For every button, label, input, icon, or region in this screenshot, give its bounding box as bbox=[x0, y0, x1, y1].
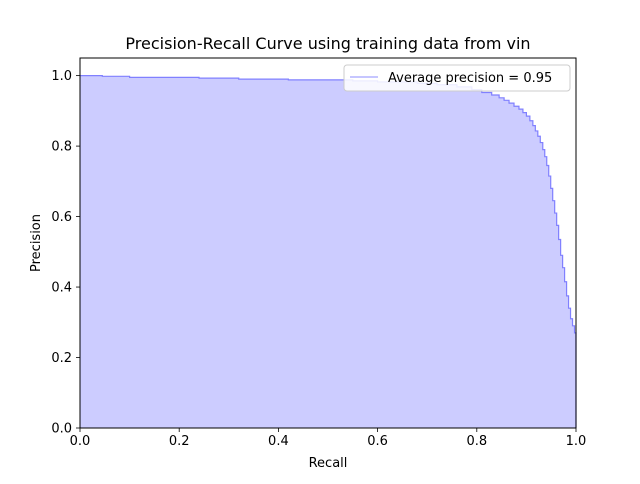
x-tick-label: 0.0 bbox=[70, 434, 91, 449]
legend-box bbox=[343, 64, 571, 92]
x-tick-label: 0.2 bbox=[169, 434, 190, 449]
y-tick-label: 0.6 bbox=[51, 210, 72, 225]
x-tick-label: 0.8 bbox=[466, 434, 487, 449]
y-tick-label: 0.8 bbox=[51, 140, 72, 155]
x-tick-label: 0.6 bbox=[367, 434, 388, 449]
legend: Average precision = 0.95 bbox=[343, 64, 571, 92]
y-tick-label: 0.4 bbox=[51, 281, 72, 296]
axes-frame bbox=[79, 57, 577, 429]
y-tick-label: 1.0 bbox=[51, 69, 72, 84]
y-tick-label: 0.0 bbox=[51, 422, 72, 437]
pr-area-fill bbox=[80, 75, 576, 429]
x-tick-label: 0.4 bbox=[268, 434, 289, 449]
x-tick-label: 1.0 bbox=[566, 434, 587, 449]
plot-area bbox=[80, 75, 577, 429]
chart-title: Precision-Recall Curve using training da… bbox=[125, 34, 530, 53]
y-tick-label: 0.2 bbox=[51, 351, 72, 366]
x-axis-label: Recall bbox=[309, 456, 348, 471]
y-axis-label: Precision bbox=[29, 214, 44, 272]
x-axis: 0.0 0.2 0.4 0.6 0.8 1.0 bbox=[70, 428, 587, 449]
y-axis: 0.0 0.2 0.4 0.6 0.8 1.0 bbox=[51, 69, 80, 437]
legend-label: Average precision = 0.95 bbox=[388, 71, 552, 86]
